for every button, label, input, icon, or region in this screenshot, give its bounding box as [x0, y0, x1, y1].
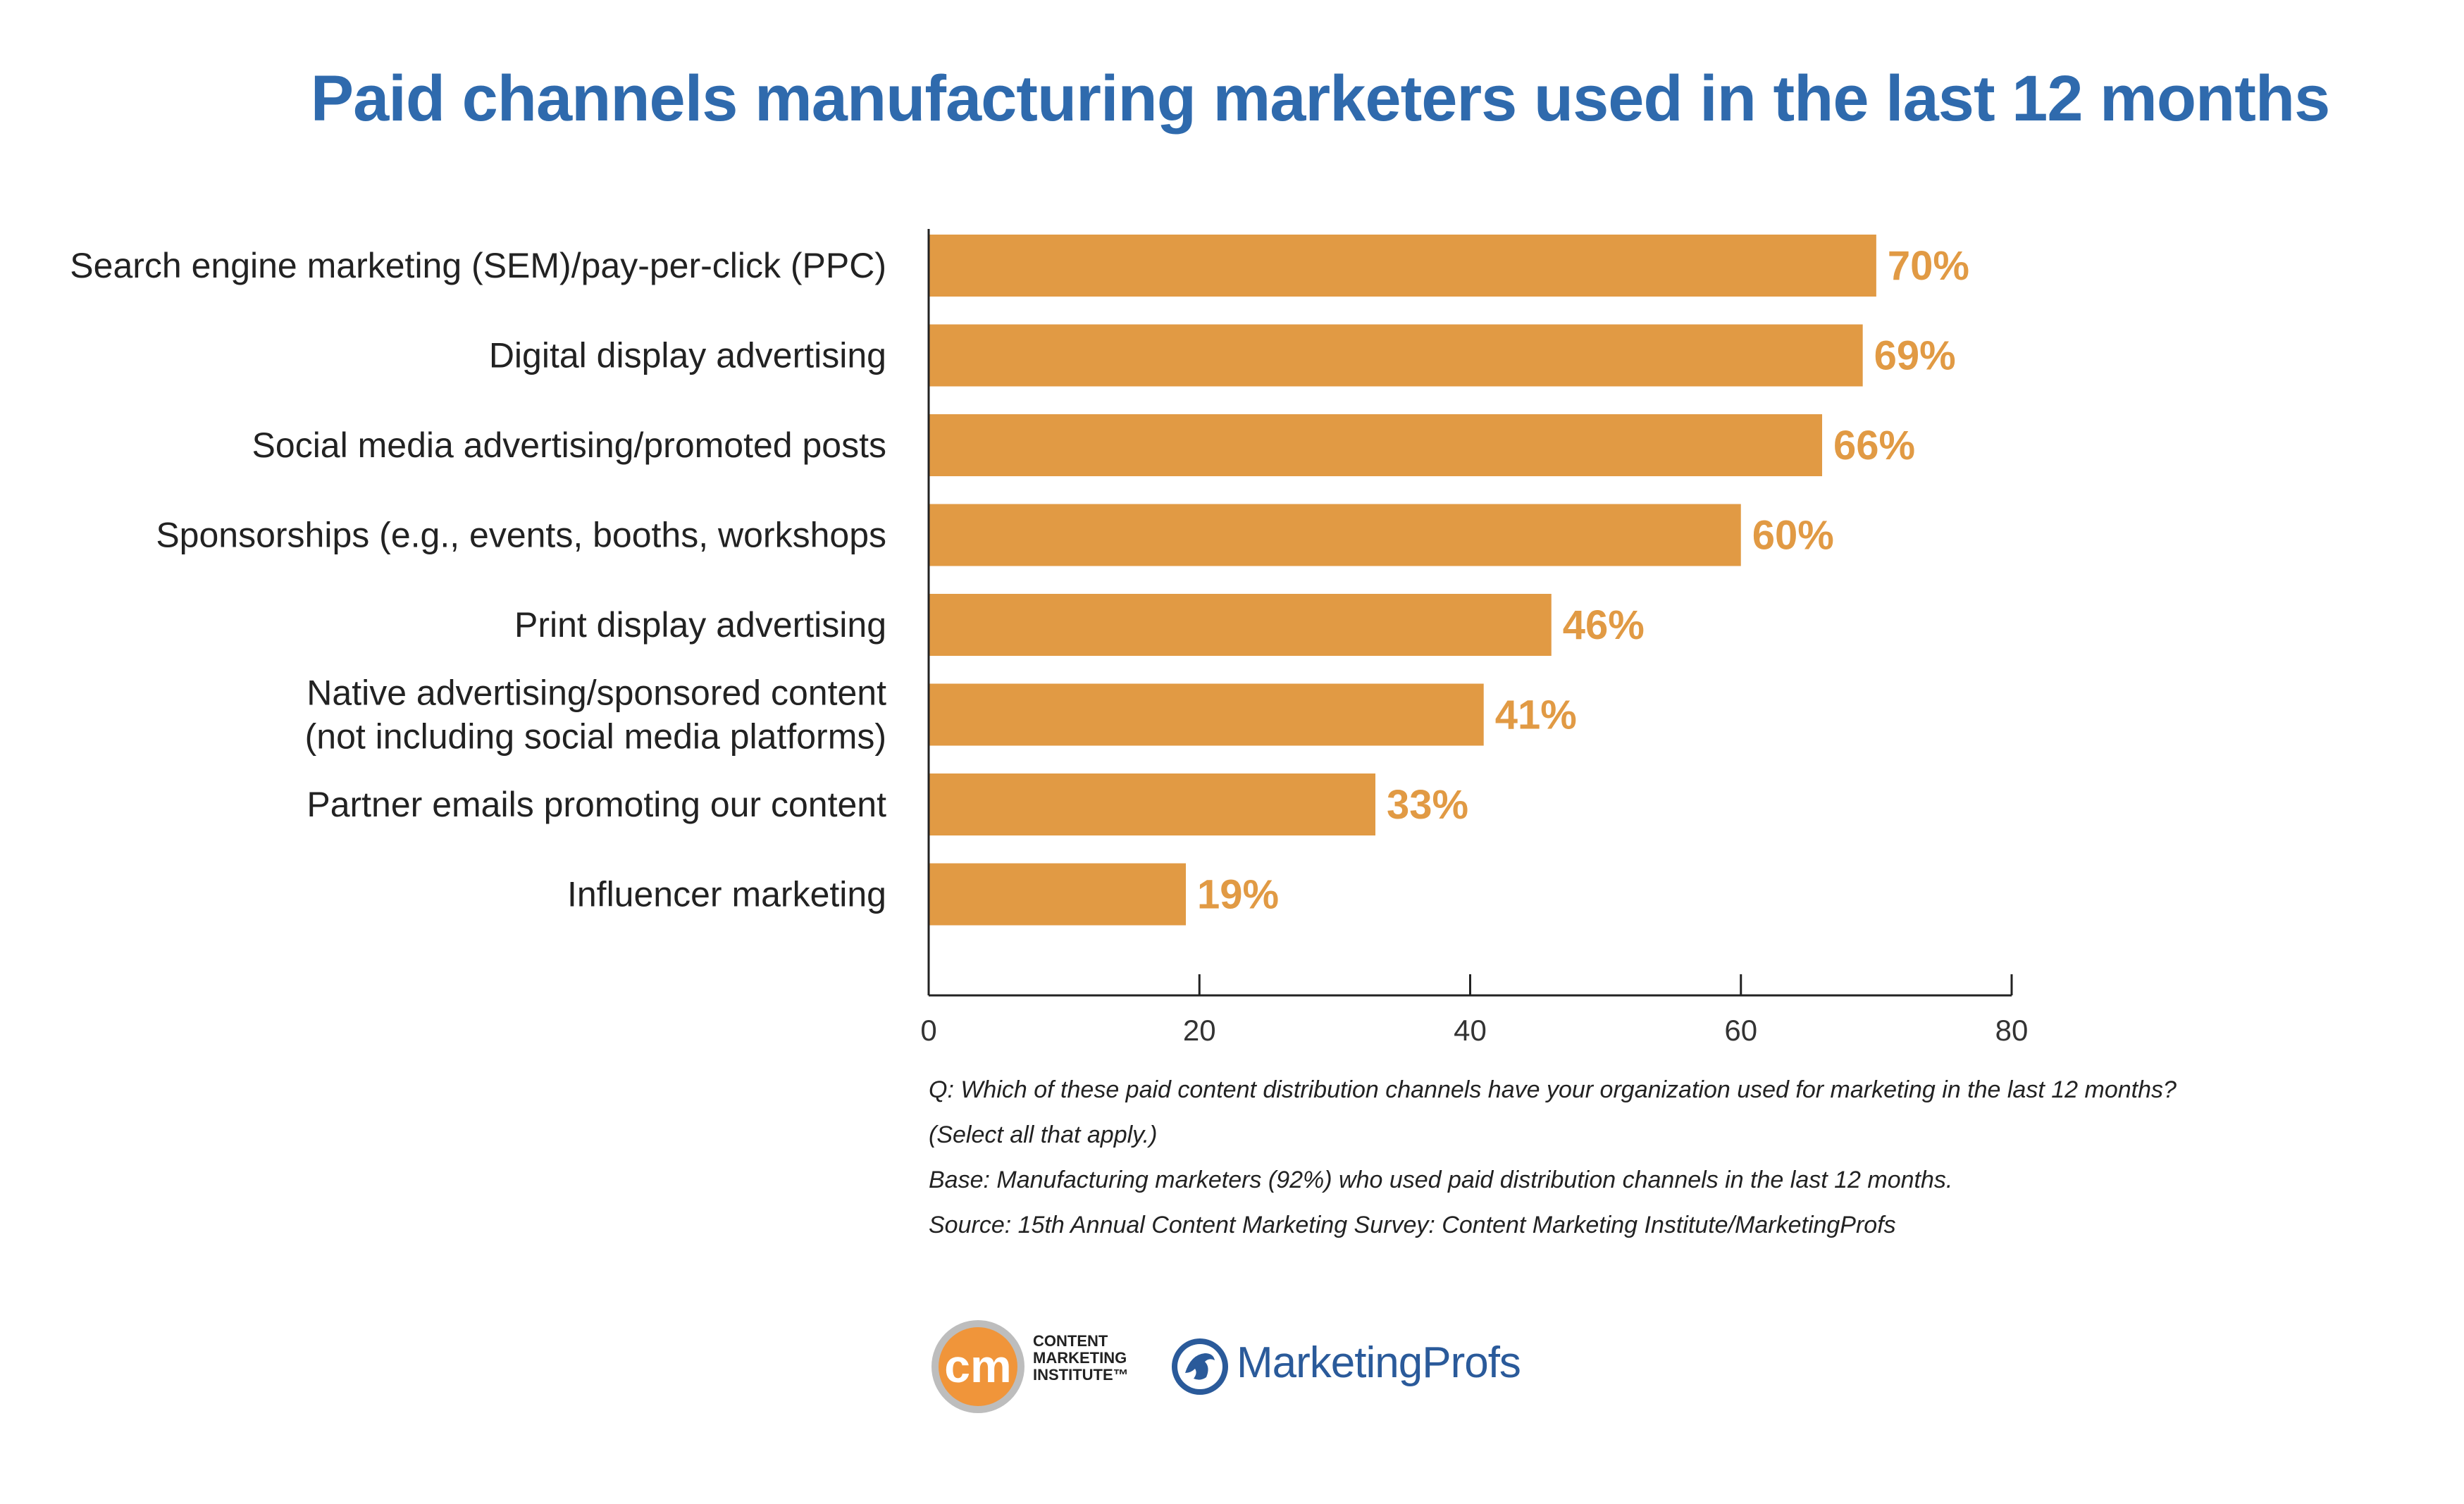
value-label-6: 41%	[1495, 692, 1577, 738]
category-label-1: Search engine marketing (SEM)/pay-per-cl…	[70, 246, 886, 285]
cmi-text-line-2: MARKETING	[1033, 1349, 1127, 1367]
cmi-logo-letters: cm	[944, 1340, 1011, 1392]
cmi-text-line-1: CONTENT	[1033, 1332, 1108, 1350]
bar-8	[929, 863, 1187, 926]
bar-1	[929, 235, 1876, 297]
value-label-1: 70%	[1888, 243, 1969, 289]
content-marketing-institute-logo: cm CONTENT MARKETING INSTITUTE™	[929, 1317, 1323, 1416]
cmi-logo-text: CONTENT MARKETING INSTITUTE™	[1033, 1333, 1129, 1384]
base-note: Base: Manufacturing marketers (92%) who …	[929, 1167, 1953, 1193]
category-label-3: Social media advertising/promoted posts	[252, 425, 886, 465]
bar-chart: 70% Search engine marketing (SEM)/pay-per…	[70, 229, 2028, 1047]
value-label-7: 33%	[1387, 782, 1468, 828]
cmi-text-line-3: INSTITUTE™	[1033, 1366, 1129, 1384]
x-tick-label-60: 60	[1724, 1014, 1757, 1047]
category-label-8: Influencer marketing	[567, 875, 886, 914]
marketingprofs-logo: MarketingProfs	[1170, 1328, 1536, 1405]
value-label-8: 19%	[1197, 872, 1279, 918]
category-label-6-line-1: Native advertising/sponsored content	[307, 673, 886, 713]
value-label-5: 46%	[1563, 602, 1645, 648]
category-label-5: Print display advertising	[514, 605, 886, 645]
bar-6	[929, 683, 1484, 746]
marketingprofs-logo-text: MarketingProfs	[1237, 1338, 1521, 1387]
x-tick-label-20: 20	[1183, 1014, 1216, 1047]
cmi-logo-mark: cm	[931, 1320, 1024, 1413]
bar-3	[929, 414, 1823, 476]
chart-notes: Q: Which of these paid content distribut…	[929, 1067, 2444, 1248]
source-note: Source: 15th Annual Content Marketing Su…	[929, 1212, 1896, 1238]
value-label-3: 66%	[1833, 423, 1915, 468]
marketingprofs-logo-mark	[1172, 1338, 1228, 1395]
category-label-2: Digital display advertising	[489, 336, 886, 375]
x-tick-label-40: 40	[1454, 1014, 1487, 1047]
bar-5	[929, 594, 1552, 656]
category-label-7: Partner emails promoting our content	[307, 785, 886, 824]
x-tick-label-80: 80	[1995, 1014, 2029, 1047]
x-axis: 0 20 40 60 80	[920, 229, 2028, 1047]
bars-layer: 70% Search engine marketing (SEM)/pay-per…	[70, 235, 1969, 926]
bar-2	[929, 324, 1863, 387]
value-label-2: 69%	[1874, 333, 1956, 379]
chart-title: Paid channels manufacturing marketers us…	[310, 63, 2331, 135]
category-label-4: Sponsorships (e.g., events, booths, work…	[156, 516, 886, 555]
question-line-1: Q: Which of these paid content distribut…	[929, 1076, 2177, 1103]
bar-4	[929, 504, 1741, 566]
x-tick-label-0: 0	[920, 1014, 936, 1047]
value-label-4: 60%	[1752, 513, 1834, 559]
question-line-2: (Select all that apply.)	[929, 1121, 1158, 1148]
bar-7	[929, 773, 1376, 835]
category-label-6-line-2: (not including social media platforms)	[305, 717, 886, 757]
